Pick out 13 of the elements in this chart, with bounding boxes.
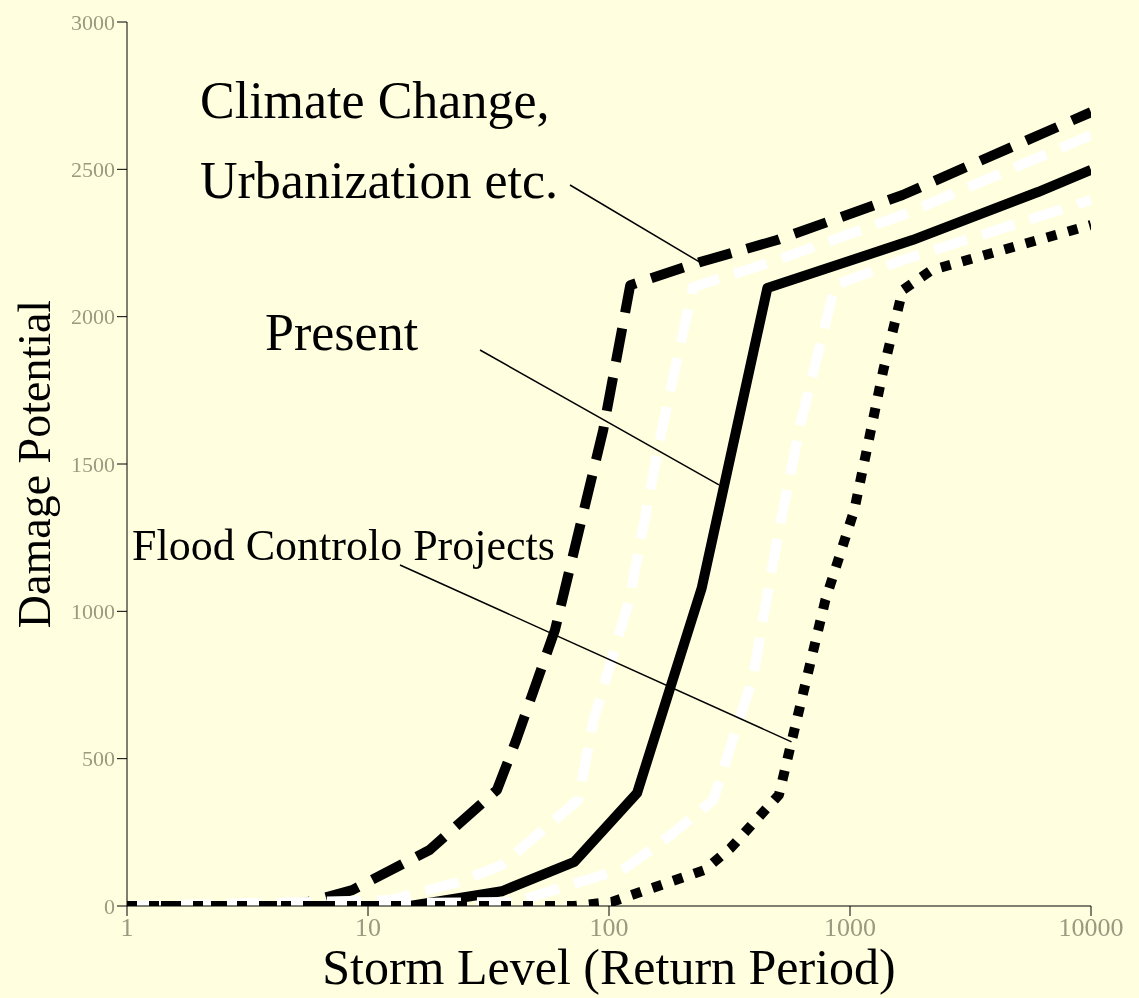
y-tick-label: 2000: [71, 304, 115, 330]
x-tick-label: 10000: [1058, 913, 1124, 943]
x-tick-label: 1: [120, 913, 134, 943]
annotation: Flood Controlo Projects: [132, 521, 555, 570]
y-tick-label: 500: [82, 746, 115, 772]
y-tick-label: 3000: [71, 9, 115, 35]
y-tick-label: 2500: [71, 157, 115, 183]
y-tick-label: 1000: [71, 599, 115, 625]
annotation: Present: [265, 304, 419, 361]
annotation: Climate Change, Urbanization etc.: [200, 72, 559, 209]
y-tick-label: 0: [104, 893, 115, 919]
y-tick-label: 1500: [71, 451, 115, 477]
y-axis-title: Damage Potential: [8, 299, 60, 629]
